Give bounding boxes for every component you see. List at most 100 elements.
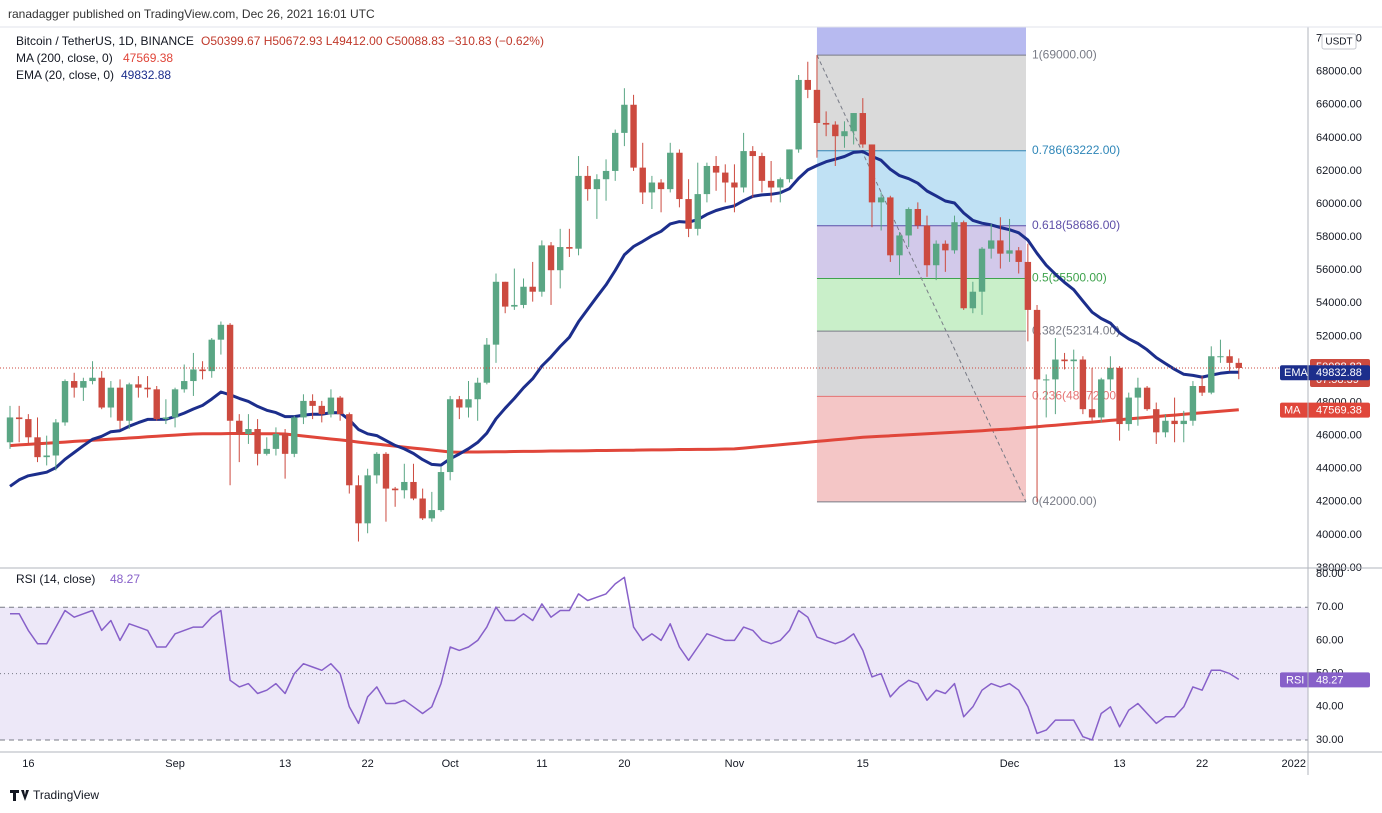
candle-body (602, 170, 610, 180)
indicator-tag (1280, 365, 1370, 381)
candle-body (254, 429, 261, 454)
candle-body (767, 180, 775, 188)
candle-body (694, 194, 701, 229)
candle-body (162, 417, 170, 420)
candle-body (1171, 420, 1178, 425)
publish-info: ranadagger published on TradingView.com,… (8, 7, 375, 21)
price-tick-label: 66000.00 (1316, 99, 1362, 111)
candle-body (648, 182, 656, 193)
candle-body (1180, 420, 1187, 425)
candle-body (987, 240, 995, 249)
candle-body (410, 481, 417, 499)
candle-body (951, 222, 958, 251)
candle-body (1061, 359, 1068, 362)
candle-body (566, 247, 573, 249)
candle-body (355, 485, 362, 524)
candle-body (364, 475, 371, 524)
candle-body (98, 377, 105, 408)
rsi-tick-label: 30.00 (1316, 734, 1344, 746)
candle-body (1143, 387, 1151, 410)
candle-body (520, 286, 527, 305)
candle-body (822, 122, 830, 125)
candle-body (483, 344, 491, 383)
time-tick-label: 13 (279, 758, 291, 770)
candle-body (584, 175, 591, 190)
rsi-pane (0, 576, 1308, 741)
fib-label: 0.786(63222.00) (1032, 143, 1120, 157)
rsi-tag-value: 48.27 (1316, 674, 1344, 686)
fib-zone (816, 278, 1026, 332)
price-tick-label: 56000.00 (1316, 264, 1362, 276)
candle-body (969, 291, 977, 309)
candle-body (1116, 367, 1123, 425)
candle-body (217, 324, 225, 340)
candle-body (1079, 359, 1087, 410)
fib-zone (816, 396, 1026, 502)
currency: USDT (1325, 37, 1352, 48)
rsi-tick-label: 60.00 (1316, 634, 1344, 646)
candle-body (621, 104, 628, 133)
rsi-tick-label: 70.00 (1316, 601, 1344, 613)
candle-body (291, 417, 298, 454)
candle-body (1125, 397, 1132, 425)
candle-body (15, 417, 23, 420)
candle-body (465, 399, 472, 408)
candle-body (923, 225, 931, 266)
candle-body (126, 384, 133, 421)
time-tick-label: 2022 (1282, 758, 1306, 770)
indicator-tag-value: 49832.88 (1316, 367, 1362, 379)
time-tick-label: Sep (165, 758, 185, 770)
candle-body (70, 381, 78, 388)
candle-body (877, 197, 885, 203)
rsi-tag-name: RSI (1286, 674, 1304, 686)
price-tick-label: 42000.00 (1316, 496, 1362, 508)
indicator-line (9, 408, 1239, 454)
time-tick-label: 16 (22, 758, 34, 770)
candle-body (978, 248, 986, 292)
candle-body (446, 399, 454, 473)
indicator-tag (1280, 402, 1370, 418)
candle-body (61, 381, 69, 423)
candle-body (327, 397, 335, 415)
candle-body (474, 382, 481, 400)
price-tick-label: 60000.00 (1316, 198, 1362, 210)
candle-body (777, 179, 784, 188)
time-tick-label: Dec (1000, 758, 1020, 770)
candle-body (456, 399, 463, 408)
candle-body (419, 498, 426, 519)
candle-body (795, 79, 802, 150)
candle-body (236, 420, 243, 434)
fib-label: 0.618(58686.00) (1032, 218, 1120, 232)
candle-body (1006, 250, 1013, 254)
symbol-title: Bitcoin / TetherUS, 1D, BINANCE (16, 34, 194, 48)
price-tick-label: 40000.00 (1316, 529, 1362, 541)
candle-body (1189, 386, 1197, 421)
candle-body (135, 384, 142, 388)
candle-body (960, 222, 967, 309)
candle-body (1162, 420, 1169, 433)
candle-body (1024, 261, 1032, 310)
candle-body (1226, 356, 1233, 363)
candle-body (593, 179, 601, 190)
candle-body (868, 144, 876, 203)
fib-label: 1(69000.00) (1032, 47, 1097, 61)
candle-body (382, 453, 390, 489)
candle-body (153, 389, 160, 420)
time-tick-label: 15 (857, 758, 869, 770)
price-tick-label: 46000.00 (1316, 430, 1362, 442)
fib-label: 0(42000.00) (1032, 494, 1097, 508)
candle-body (731, 182, 738, 188)
currency-box[interactable] (1321, 33, 1357, 50)
candle-body (630, 104, 637, 168)
candle-body (1098, 379, 1105, 418)
candle-body (942, 243, 949, 251)
logo (10, 790, 29, 801)
candle-body (1015, 250, 1022, 262)
candle-body (272, 433, 280, 449)
candle-body (529, 286, 536, 292)
candle-body (804, 79, 811, 90)
candle-body (336, 397, 344, 415)
candle-body (1235, 362, 1242, 368)
candle-body (997, 240, 1004, 254)
candle-body (1043, 379, 1050, 381)
